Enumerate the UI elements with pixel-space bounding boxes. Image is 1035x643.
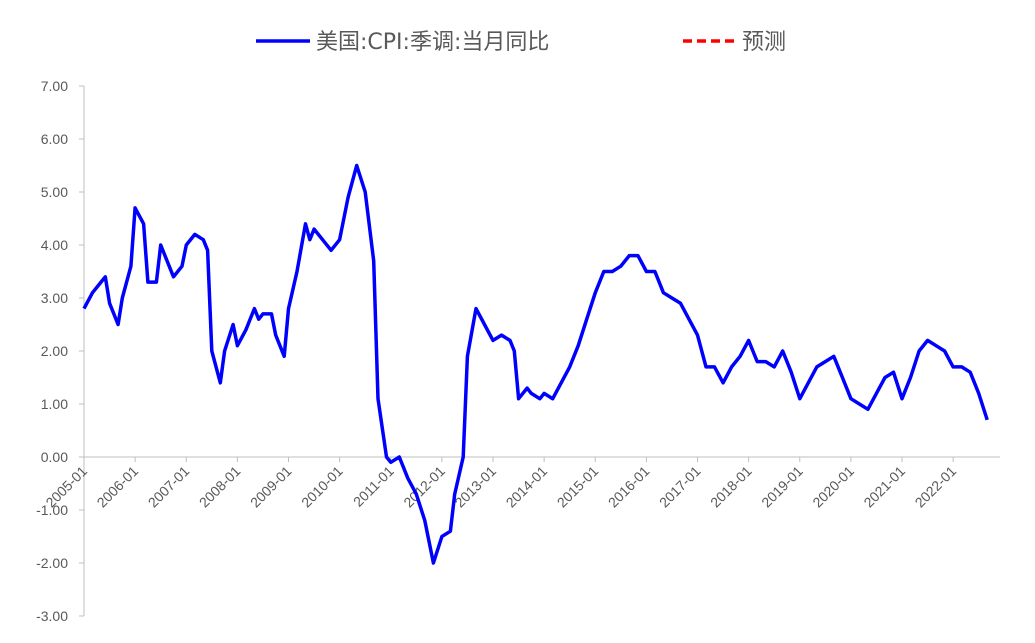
- x-tick-label: 2007-01: [145, 463, 193, 511]
- y-tick-label: 7.00: [41, 78, 68, 94]
- x-tick-label: 2009-01: [247, 463, 295, 511]
- y-tick-label: -1.00: [36, 502, 68, 518]
- y-tick-label: 4.00: [41, 237, 68, 253]
- x-tick-label: 2021-01: [860, 463, 908, 511]
- y-tick-label: 5.00: [41, 184, 68, 200]
- y-axis-ticks: 7.00 6.00 5.00 4.00 3.00 2.00 1.00 0.00 -1.00 -2.…: [36, 78, 84, 624]
- legend: 美国:CPI:季调:当月同比 预测: [256, 30, 786, 55]
- y-tick-label: 3.00: [41, 290, 68, 306]
- y-tick-label: 6.00: [41, 131, 68, 147]
- x-tick-label: 2014-01: [503, 463, 551, 511]
- x-tick-label: 2019-01: [758, 463, 806, 511]
- series-layer: [82, 163, 989, 565]
- x-tick-label: 2012-01: [400, 463, 448, 511]
- x-tick-label: 2020-01: [809, 463, 857, 511]
- x-tick-label: 2008-01: [196, 463, 244, 511]
- x-tick-label: 2011-01: [350, 463, 397, 510]
- legend-label-cpi: 美国:CPI:季调:当月同比: [316, 30, 549, 55]
- y-tick-label: -2.00: [36, 555, 68, 571]
- x-tick-label: 2006-01: [94, 463, 142, 511]
- series-line-0: [82, 163, 989, 565]
- y-tick-label: 1.00: [41, 396, 68, 412]
- y-tick-label: -3.00: [36, 608, 68, 624]
- x-tick-label: 2010-01: [298, 463, 346, 511]
- y-tick-label: 2.00: [41, 343, 68, 359]
- x-tick-label: 2016-01: [605, 463, 653, 511]
- x-tick-label: 2018-01: [707, 463, 755, 511]
- x-tick-label: 2017-01: [656, 463, 704, 511]
- x-axis-ticks: 2005-01 2006-01 2007-01 2008-01 2009-01 2010-…: [42, 457, 959, 510]
- legend-label-forecast: 预测: [742, 30, 786, 55]
- x-tick-label: 2015-01: [554, 463, 602, 511]
- y-tick-label: 0.00: [41, 449, 68, 465]
- x-tick-label: 2022-01: [912, 463, 960, 511]
